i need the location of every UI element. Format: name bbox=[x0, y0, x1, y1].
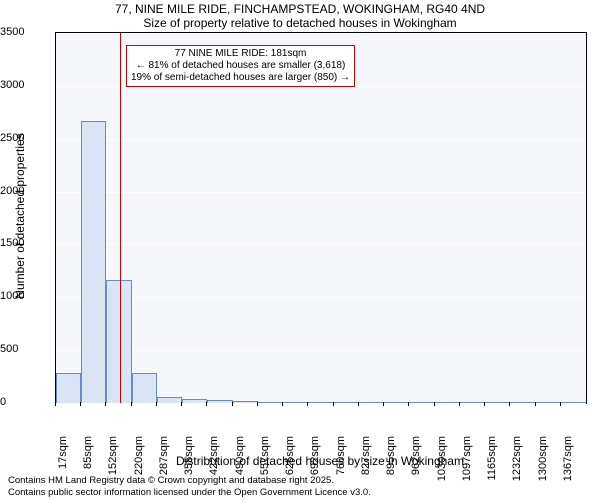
x-tick-label: 1300sqm bbox=[537, 436, 549, 486]
histogram-bar bbox=[182, 399, 207, 403]
y-tick-label: 0 bbox=[0, 396, 49, 408]
x-tick-mark bbox=[232, 402, 233, 406]
x-tick-mark bbox=[80, 402, 81, 406]
gridline bbox=[56, 139, 586, 140]
histogram-bar bbox=[334, 402, 359, 403]
x-tick-label: 490sqm bbox=[234, 436, 246, 486]
chart-title-line2: Size of property relative to detached ho… bbox=[0, 16, 600, 30]
x-tick-label: 422sqm bbox=[208, 436, 220, 486]
histogram-bar bbox=[283, 402, 308, 403]
x-tick-label: 17sqm bbox=[57, 436, 69, 486]
histogram-bar bbox=[157, 397, 182, 403]
y-tick-label: 3000 bbox=[0, 79, 49, 91]
y-tick-label: 2500 bbox=[0, 132, 49, 144]
x-tick-mark bbox=[181, 402, 182, 406]
gridline bbox=[56, 403, 586, 404]
x-tick-label: 827sqm bbox=[360, 436, 372, 486]
x-tick-mark bbox=[408, 402, 409, 406]
y-tick-label: 2000 bbox=[0, 185, 49, 197]
y-tick-label: 500 bbox=[0, 343, 49, 355]
histogram-bar bbox=[132, 373, 157, 403]
gridline bbox=[56, 192, 586, 193]
reference-line bbox=[120, 33, 122, 403]
histogram-bar bbox=[56, 373, 81, 403]
x-tick-label: 1030sqm bbox=[436, 436, 448, 486]
x-tick-mark bbox=[206, 402, 207, 406]
x-tick-mark bbox=[434, 402, 435, 406]
histogram-bar bbox=[510, 402, 535, 403]
x-tick-label: 962sqm bbox=[410, 436, 422, 486]
x-tick-label: 1367sqm bbox=[562, 436, 574, 486]
histogram-bar bbox=[308, 402, 333, 403]
y-tick-label: 1500 bbox=[0, 237, 49, 249]
histogram-bar bbox=[359, 402, 384, 403]
x-tick-mark bbox=[484, 402, 485, 406]
histogram-bar bbox=[435, 402, 460, 403]
x-tick-label: 1165sqm bbox=[486, 436, 498, 486]
histogram-bar bbox=[81, 121, 106, 403]
histogram-bar bbox=[536, 402, 561, 403]
callout-box: 77 NINE MILE RIDE: 181sqm← 81% of detach… bbox=[126, 45, 355, 87]
x-tick-mark bbox=[358, 402, 359, 406]
gridline bbox=[56, 350, 586, 351]
x-tick-mark bbox=[560, 402, 561, 406]
x-tick-mark bbox=[105, 402, 106, 406]
x-tick-label: 1097sqm bbox=[461, 436, 473, 486]
footer-line: Contains public sector information licen… bbox=[8, 487, 371, 498]
histogram-bar bbox=[460, 402, 485, 403]
histogram-bar bbox=[233, 401, 258, 403]
x-tick-label: 85sqm bbox=[82, 436, 94, 486]
x-tick-label: 1232sqm bbox=[511, 436, 523, 486]
histogram-bar bbox=[409, 402, 434, 403]
x-tick-mark bbox=[333, 402, 334, 406]
gridline bbox=[56, 244, 586, 245]
x-tick-mark bbox=[131, 402, 132, 406]
x-tick-label: 760sqm bbox=[335, 436, 347, 486]
x-tick-mark bbox=[383, 402, 384, 406]
x-tick-label: 692sqm bbox=[309, 436, 321, 486]
chart-container: 77, NINE MILE RIDE, FINCHAMPSTEAD, WOKIN… bbox=[0, 2, 600, 502]
y-tick-label: 1000 bbox=[0, 290, 49, 302]
callout-line: ← 81% of detached houses are smaller (3,… bbox=[131, 60, 350, 72]
x-tick-mark bbox=[307, 402, 308, 406]
gridline bbox=[56, 33, 586, 34]
histogram-bar bbox=[258, 402, 283, 403]
histogram-bar bbox=[207, 400, 232, 403]
x-tick-mark bbox=[156, 402, 157, 406]
plot-area: 77 NINE MILE RIDE: 181sqm← 81% of detach… bbox=[55, 32, 587, 404]
x-tick-label: 287sqm bbox=[158, 436, 170, 486]
x-tick-mark bbox=[55, 402, 56, 406]
histogram-bar bbox=[384, 402, 409, 403]
histogram-bar bbox=[561, 402, 586, 403]
y-tick-label: 3500 bbox=[0, 26, 49, 38]
histogram-bar bbox=[485, 402, 510, 403]
callout-line: 77 NINE MILE RIDE: 181sqm bbox=[131, 48, 350, 60]
x-tick-label: 557sqm bbox=[259, 436, 271, 486]
x-tick-label: 625sqm bbox=[284, 436, 296, 486]
x-tick-mark bbox=[459, 402, 460, 406]
x-tick-mark bbox=[257, 402, 258, 406]
x-tick-mark bbox=[535, 402, 536, 406]
y-axis-title: Number of detached properties bbox=[13, 126, 27, 306]
x-tick-mark bbox=[509, 402, 510, 406]
x-tick-label: 355sqm bbox=[183, 436, 195, 486]
x-tick-label: 152sqm bbox=[107, 436, 119, 486]
histogram-bar bbox=[106, 280, 131, 403]
x-tick-label: 220sqm bbox=[133, 436, 145, 486]
callout-line: 19% of semi-detached houses are larger (… bbox=[131, 72, 350, 84]
x-tick-label: 895sqm bbox=[385, 436, 397, 486]
chart-title-line1: 77, NINE MILE RIDE, FINCHAMPSTEAD, WOKIN… bbox=[0, 2, 600, 16]
x-tick-mark bbox=[282, 402, 283, 406]
gridline bbox=[56, 297, 586, 298]
